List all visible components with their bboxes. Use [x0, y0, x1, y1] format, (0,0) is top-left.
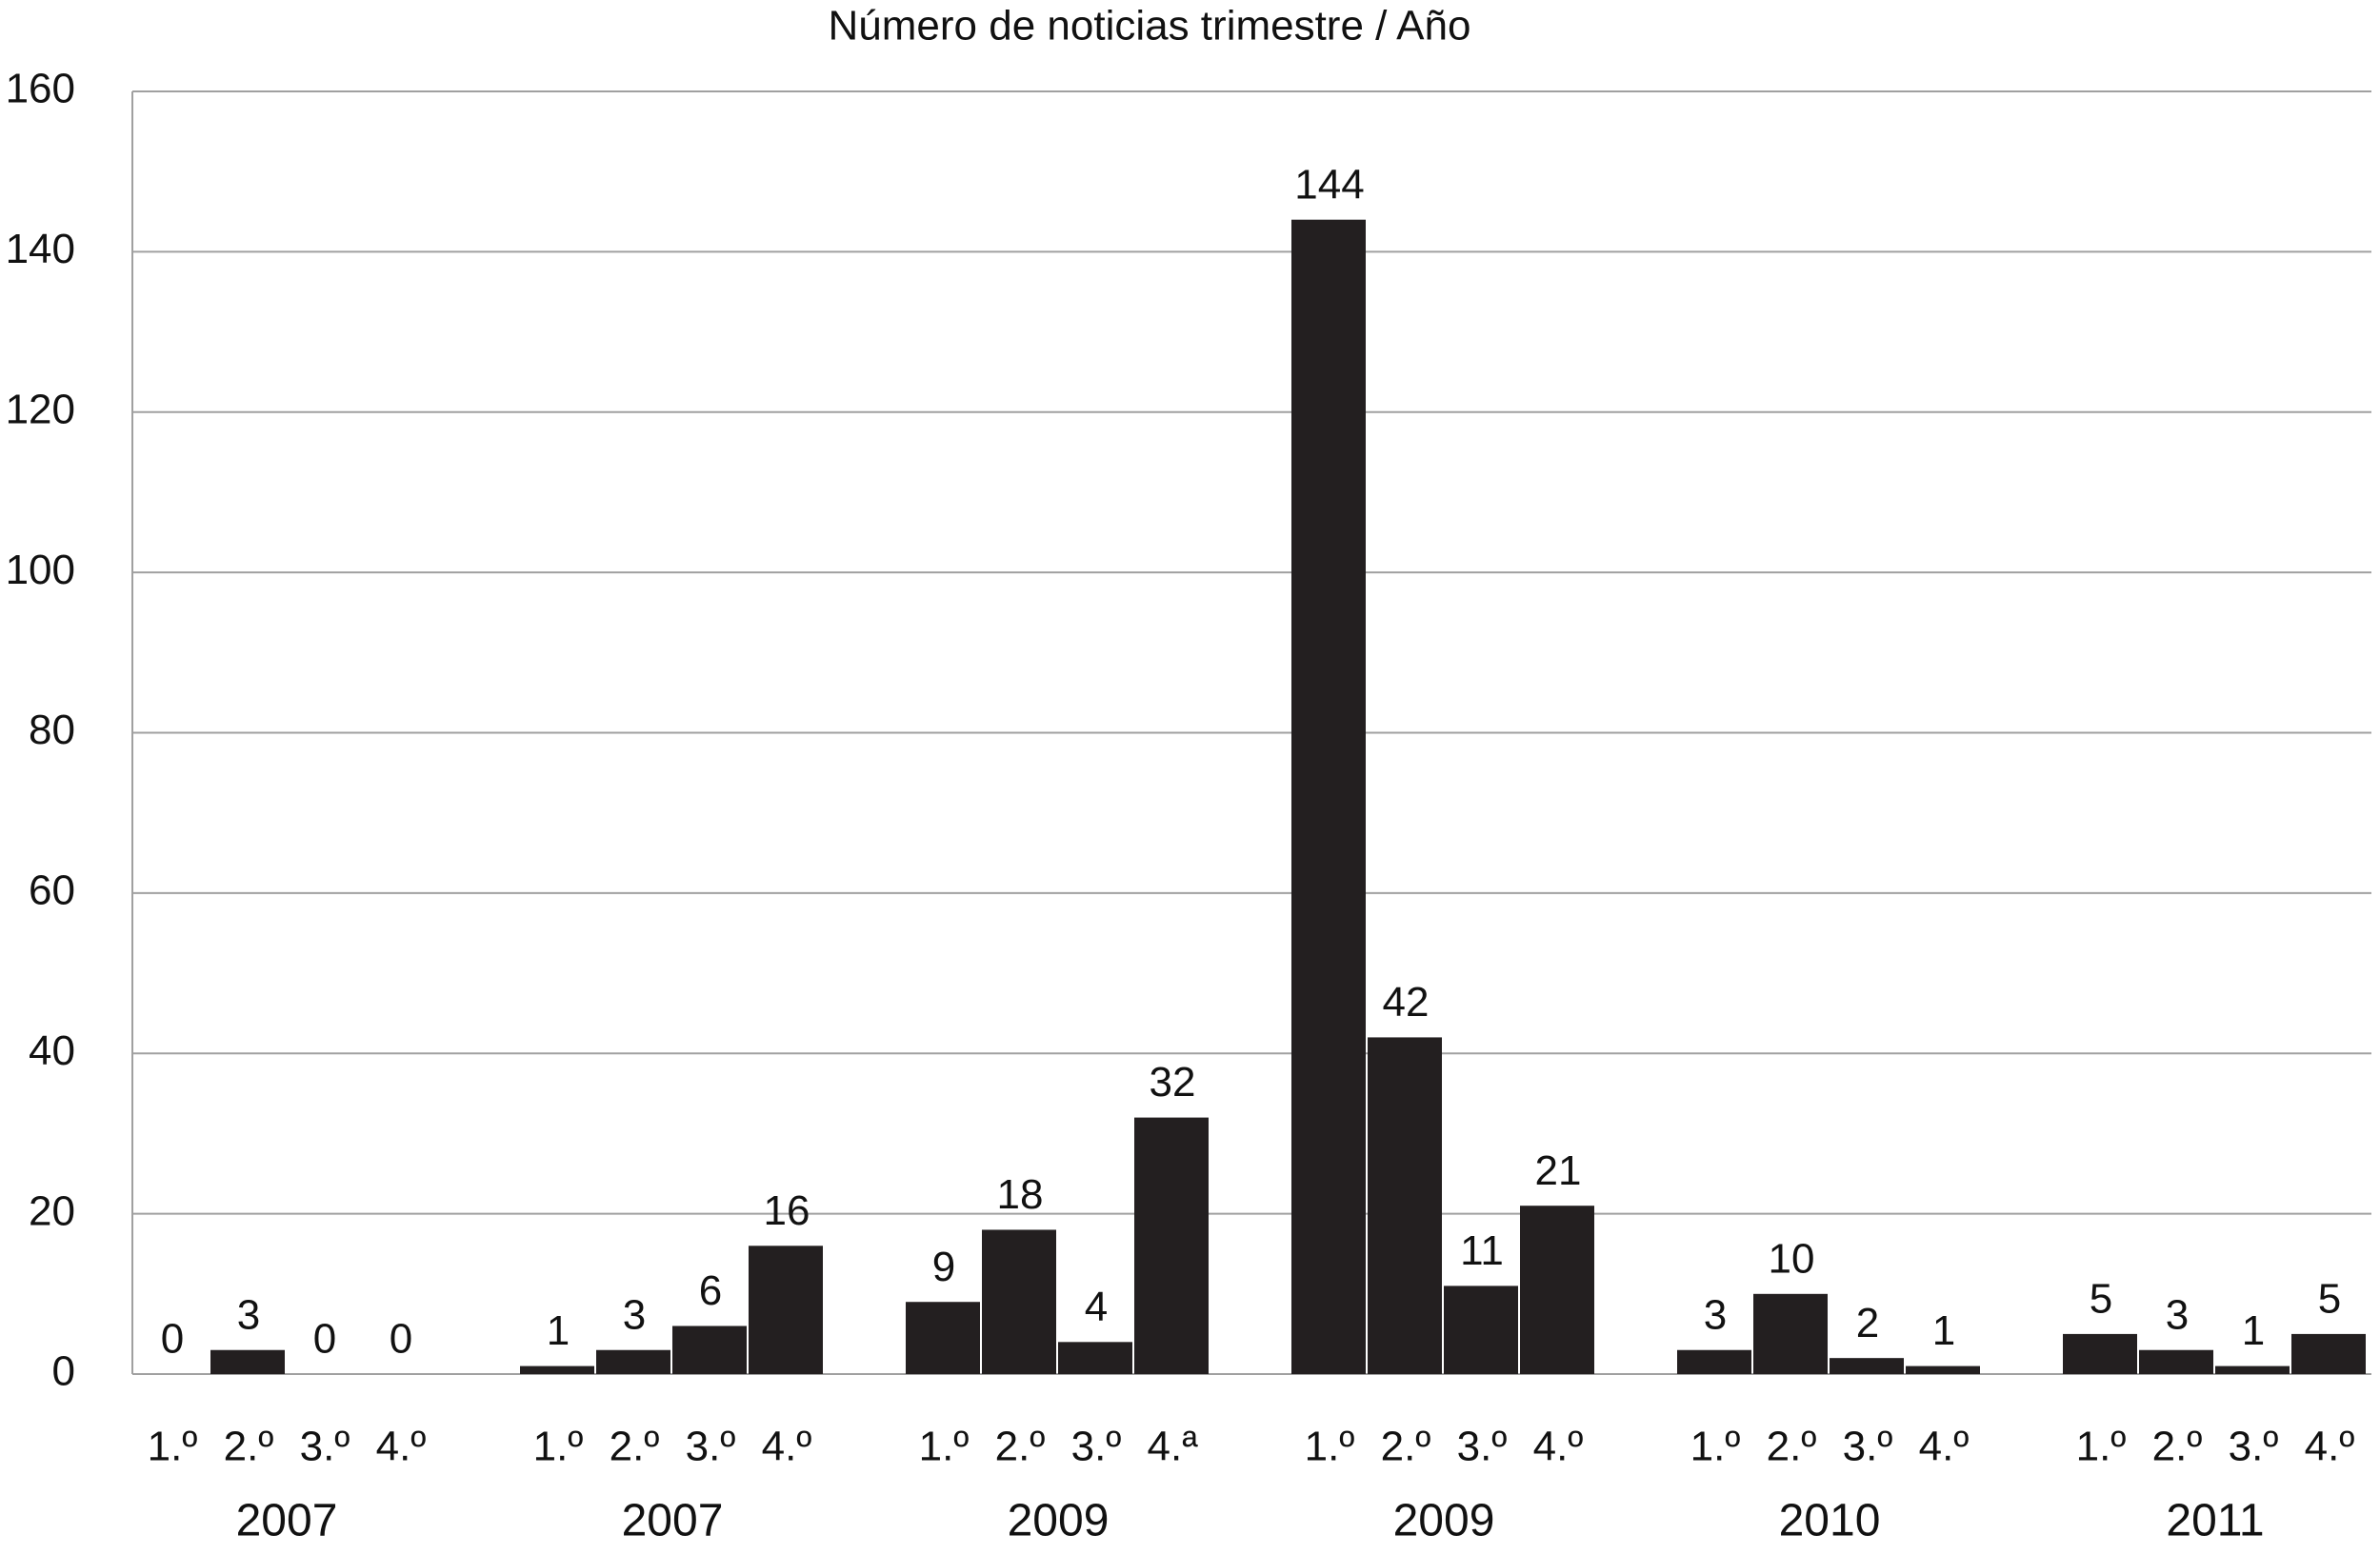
x-tick-label: 4.º: [376, 1424, 427, 1470]
value-label: 3: [2166, 1291, 2189, 1338]
x-tick-label: 2.º: [1767, 1424, 1817, 1470]
y-tick-label: 60: [29, 867, 75, 914]
value-label: 0: [390, 1316, 412, 1363]
bar: [2139, 1349, 2213, 1374]
bar: [2215, 1366, 2290, 1374]
y-tick-label: 140: [6, 226, 75, 272]
value-label: 10: [1769, 1235, 1815, 1282]
bar: [210, 1349, 285, 1374]
bar: [2063, 1333, 2137, 1374]
x-tick-label: 3.º: [2229, 1424, 2279, 1470]
group-label: 2007: [622, 1496, 724, 1546]
x-tick-label: 1.º: [2076, 1424, 2127, 1470]
value-label: 0: [313, 1316, 336, 1363]
x-tick-label: 1.º: [533, 1424, 584, 1470]
x-tick-label: 4.º: [1533, 1424, 1584, 1470]
value-label: 4: [1085, 1284, 1108, 1330]
x-tick-label: 4.º: [2305, 1424, 2355, 1470]
group-label: 2007: [236, 1496, 338, 1546]
y-tick-label: 20: [29, 1187, 75, 1234]
value-label: 5: [2090, 1276, 2112, 1323]
x-tick-label: 4.º: [1919, 1424, 1970, 1470]
bar: [1368, 1037, 1442, 1374]
value-label: 0: [161, 1316, 184, 1363]
value-label: 5: [2318, 1276, 2341, 1323]
value-label: 3: [237, 1291, 260, 1338]
value-label: 3: [623, 1291, 646, 1338]
bar: [1830, 1358, 1904, 1374]
bar: [596, 1349, 670, 1374]
y-tick-label: 100: [6, 547, 75, 593]
value-label: 16: [764, 1187, 810, 1234]
x-tick-label: 2.º: [1381, 1424, 1431, 1470]
bar: [906, 1302, 980, 1374]
x-tick-label: 3.º: [1457, 1424, 1508, 1470]
x-tick-label: 3.º: [300, 1424, 350, 1470]
y-tick-label: 0: [52, 1348, 75, 1395]
y-tick-label: 120: [6, 386, 75, 432]
value-label: 21: [1535, 1147, 1582, 1194]
group-label: 2009: [1393, 1496, 1495, 1546]
x-tick-label: 3.º: [1071, 1424, 1122, 1470]
y-tick-label: 160: [6, 66, 75, 112]
bar: [672, 1326, 747, 1374]
group-label: 2010: [1779, 1496, 1881, 1546]
x-tick-label: 3.º: [686, 1424, 736, 1470]
value-label: 144: [1294, 161, 1364, 208]
value-label: 1: [547, 1307, 570, 1354]
group-label: 2009: [1008, 1496, 1110, 1546]
x-tick-label: 2.º: [995, 1424, 1046, 1470]
y-tick-label: 80: [29, 707, 75, 753]
bar: [1677, 1349, 1751, 1374]
bar: [1906, 1366, 1980, 1374]
group-label: 2011: [2166, 1496, 2264, 1546]
value-label: 9: [932, 1244, 955, 1290]
x-tick-label: 2.º: [2152, 1424, 2203, 1470]
x-tick-label: 3.º: [1843, 1424, 1893, 1470]
bar: [1291, 219, 1366, 1375]
bar: [982, 1229, 1056, 1374]
x-tick-label: 2.º: [610, 1424, 660, 1470]
x-tick-label: 1.º: [148, 1424, 198, 1470]
bar: [520, 1366, 594, 1374]
value-label: 42: [1383, 979, 1430, 1026]
x-tick-label: 1.º: [1690, 1424, 1741, 1470]
bar: [1444, 1286, 1518, 1374]
bar: [1134, 1117, 1209, 1374]
bar: [1520, 1206, 1594, 1374]
value-label: 1: [2242, 1307, 2265, 1354]
value-label: 11: [1460, 1227, 1504, 1274]
value-label: 2: [1856, 1300, 1879, 1346]
bar: [1058, 1342, 1132, 1374]
value-label: 32: [1150, 1059, 1196, 1106]
x-tick-label: 1.º: [919, 1424, 970, 1470]
y-tick-label: 40: [29, 1027, 75, 1074]
value-label: 3: [1704, 1291, 1727, 1338]
bar: [1753, 1293, 1828, 1374]
chart-title: Número de noticias trimestre / Año: [829, 3, 1471, 50]
bar: [2291, 1333, 2366, 1374]
x-tick-label: 1.º: [1305, 1424, 1355, 1470]
value-label: 6: [699, 1267, 722, 1314]
x-tick-label: 4.º: [762, 1424, 812, 1470]
x-tick-label: 4.ª: [1148, 1424, 1199, 1470]
value-label: 18: [997, 1171, 1044, 1218]
value-label: 1: [1932, 1307, 1955, 1354]
x-tick-label: 2.º: [224, 1424, 274, 1470]
bar: [749, 1246, 823, 1374]
